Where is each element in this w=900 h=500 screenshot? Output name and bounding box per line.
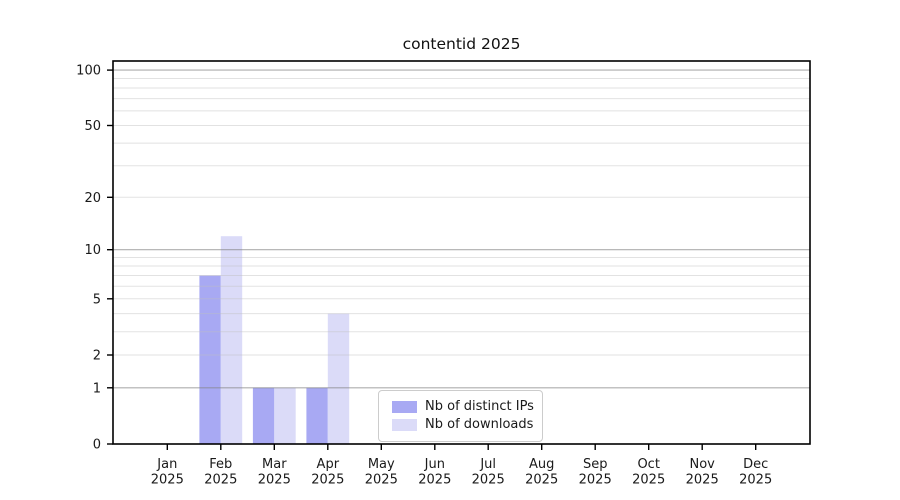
y-tick-labels: 0 1 2 5 10 20 50 100	[76, 64, 101, 453]
x-tick-label-year: 2025	[151, 473, 184, 488]
x-tick-label-year: 2025	[686, 473, 719, 488]
x-tick-label-month: Mar	[262, 457, 287, 472]
x-tick-label-year: 2025	[204, 473, 237, 488]
legend-item-distinct-ips: Nb of distinct IPs	[392, 398, 534, 416]
x-tick-label-month: Feb	[209, 457, 232, 472]
x-tick-label-month: Oct	[637, 457, 659, 472]
chart-title: contentid 2025	[402, 35, 521, 53]
bar	[327, 313, 350, 444]
y-tick-label: 5	[93, 292, 101, 307]
y-tick-label: 1	[93, 381, 101, 396]
legend-label-downloads: Nb of downloads	[425, 417, 534, 432]
x-tick-label-month: May	[368, 457, 395, 472]
x-tick-label-month: Jun	[424, 457, 445, 472]
x-tick-label-year: 2025	[739, 473, 772, 488]
x-tick-label-month: Jul	[479, 457, 496, 472]
bars-distinct-ips	[199, 275, 328, 444]
x-tick-label-year: 2025	[311, 473, 344, 488]
plot-frame	[112, 60, 811, 445]
y-tick-label: 50	[84, 119, 101, 134]
x-tick-label-year: 2025	[418, 473, 451, 488]
x-tick-label-month: Nov	[690, 457, 716, 472]
x-tick-label-month: Aug	[529, 457, 554, 472]
y-tick-label: 2	[93, 349, 101, 364]
legend: Nb of distinct IPs Nb of downloads	[378, 390, 543, 442]
y-tick-label: 10	[84, 243, 101, 258]
x-tick-label-month: Apr	[317, 457, 340, 472]
y-tick-label: 0	[93, 438, 101, 453]
x-tick-label-year: 2025	[472, 473, 505, 488]
y-tick-label: 20	[84, 191, 101, 206]
bars	[199, 236, 350, 444]
x-tick-label-year: 2025	[525, 473, 558, 488]
x-tick-label-year: 2025	[579, 473, 612, 488]
axis-ticks	[107, 69, 757, 450]
x-tick-label-month: Jan	[156, 457, 177, 472]
y-tick-label: 100	[76, 64, 101, 79]
x-tick-label-year: 2025	[632, 473, 665, 488]
bar	[220, 236, 243, 444]
gridlines	[113, 69, 810, 389]
bar	[274, 387, 296, 444]
x-tick-labels: Jan2025Feb2025Mar2025Apr2025May2025Jun20…	[151, 457, 772, 488]
legend-item-downloads: Nb of downloads	[392, 416, 534, 434]
legend-swatch-distinct-ips	[392, 401, 417, 413]
bars-downloads	[220, 236, 350, 444]
bar	[199, 275, 221, 444]
legend-swatch-downloads	[392, 419, 417, 431]
legend-label-distinct-ips: Nb of distinct IPs	[425, 399, 534, 414]
bar	[306, 387, 328, 444]
bar	[252, 387, 275, 444]
x-tick-label-year: 2025	[365, 473, 398, 488]
x-tick-label-month: Dec	[743, 457, 768, 472]
x-tick-label-year: 2025	[258, 473, 291, 488]
x-tick-label-month: Sep	[583, 457, 608, 472]
